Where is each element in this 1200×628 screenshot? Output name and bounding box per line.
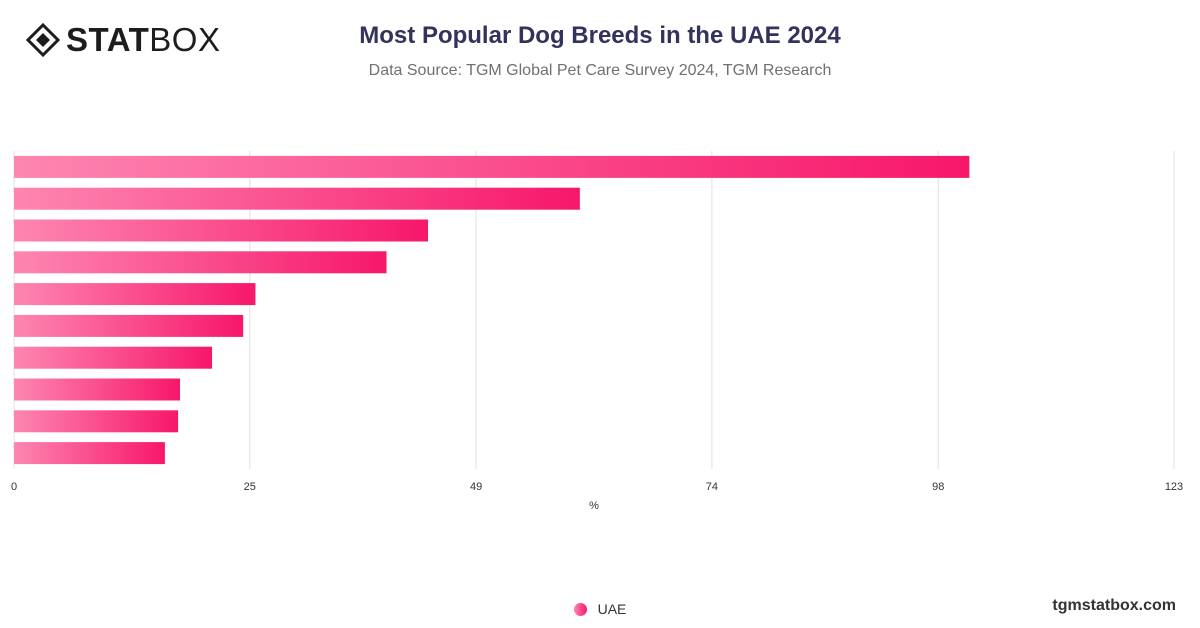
logo-wordmark-light: BOX bbox=[149, 21, 221, 58]
bar-1[interactable] bbox=[14, 155, 970, 178]
bar-7[interactable] bbox=[14, 346, 213, 369]
legend[interactable]: UAE bbox=[0, 601, 1200, 617]
x-tick-label-5: 123 bbox=[1165, 481, 1183, 493]
bar-3[interactable] bbox=[14, 219, 429, 242]
bars bbox=[14, 155, 970, 465]
bar-4[interactable] bbox=[14, 251, 387, 274]
logo-wordmark: STATBOX bbox=[66, 22, 220, 58]
legend-marker bbox=[573, 602, 587, 616]
x-tick-label-3: 74 bbox=[706, 481, 718, 493]
x-axis-label: % bbox=[589, 500, 599, 512]
statbox-diamond-icon bbox=[26, 23, 60, 57]
bar-2[interactable] bbox=[14, 187, 580, 210]
x-tick-label-2: 49 bbox=[470, 481, 482, 493]
bar-9[interactable] bbox=[14, 410, 179, 433]
x-axis-ticks: 0 25 49 74 98 123 bbox=[11, 481, 1183, 493]
x-tick-label-4: 98 bbox=[932, 481, 944, 493]
chart-title: Most Popular Dog Breeds in the UAE 2024 bbox=[359, 22, 841, 49]
bar-6[interactable] bbox=[14, 314, 244, 337]
x-tick-label-1: 25 bbox=[244, 481, 256, 493]
logo-wordmark-bold: STAT bbox=[66, 21, 150, 58]
chart-subtitle: Data Source: TGM Global Pet Care Survey … bbox=[368, 62, 832, 79]
bar-8[interactable] bbox=[14, 378, 180, 401]
x-tick-label-0: 0 bbox=[11, 481, 17, 493]
bar-5[interactable] bbox=[14, 283, 256, 306]
bar-10[interactable] bbox=[14, 442, 165, 465]
statbox-logo: STATBOX bbox=[26, 22, 220, 58]
legend-label-uae: UAE bbox=[597, 601, 627, 617]
footer-site[interactable]: tgmstatbox.com bbox=[1052, 597, 1176, 614]
